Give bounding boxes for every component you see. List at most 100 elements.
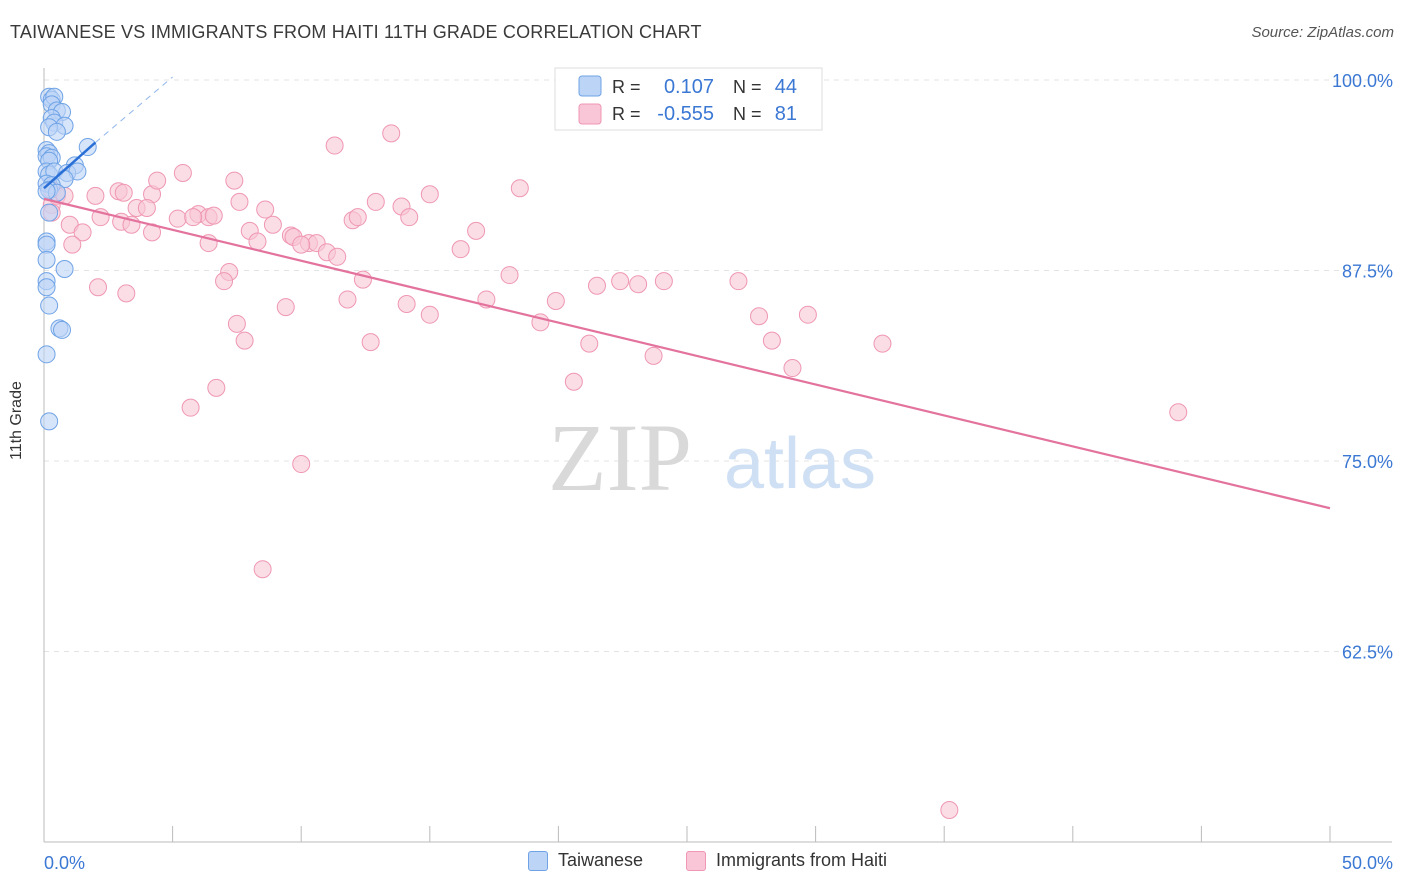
- haiti-point-69: [235, 331, 254, 350]
- y-tick-label-1: 75.0%: [1342, 452, 1393, 472]
- gridlines: [44, 79, 1392, 652]
- haiti-point-55: [397, 295, 416, 314]
- haiti-point-45: [328, 247, 347, 266]
- x-tick-label-min: 0.0%: [44, 853, 85, 873]
- taiwanese-point-33: [55, 259, 74, 278]
- haiti-point-81: [292, 455, 311, 474]
- trend-lines: [43, 76, 1331, 510]
- tick-labels: 62.5% 75.0% 87.5% 100.0% 0.0% 50.0%: [44, 71, 1393, 873]
- legend-n-label-1: N =: [733, 77, 762, 97]
- legend-label-taiwanese: Taiwanese: [558, 850, 644, 870]
- taiwanese-point-32: [37, 250, 56, 269]
- chart-title: TAIWANESE VS IMMIGRANTS FROM HAITI 11TH …: [10, 22, 702, 42]
- legend-label-haiti: Immigrants from Haiti: [716, 850, 888, 870]
- haiti-point-56: [420, 305, 439, 324]
- haiti-point-9: [148, 171, 167, 190]
- haiti-point-22: [168, 209, 187, 228]
- haiti-point-51: [215, 272, 234, 291]
- haiti-point-83: [1169, 403, 1188, 422]
- haiti-point-72: [580, 334, 599, 353]
- haiti-point-67: [117, 284, 136, 303]
- haiti-point-26: [204, 206, 223, 225]
- y-tick-label-0: 62.5%: [1342, 643, 1393, 663]
- legend-taiwanese-n: 44: [775, 76, 797, 98]
- taiwanese-point-40: [40, 412, 59, 431]
- haiti-point-39: [73, 223, 92, 242]
- watermark-zip: ZIP: [548, 404, 692, 511]
- taiwanese-points: [37, 87, 97, 431]
- watermark: ZIP atlas: [548, 404, 876, 511]
- haiti-trend-line: [43, 197, 1331, 510]
- haiti-point-76: [783, 359, 802, 378]
- y-tick-label-3: 100.0%: [1332, 71, 1393, 91]
- haiti-point-73: [644, 346, 663, 365]
- legend-r-label-1: R =: [612, 77, 641, 97]
- haiti-point-37: [400, 208, 419, 227]
- haiti-point-13: [366, 192, 385, 211]
- haiti-point-11: [225, 171, 244, 190]
- haiti-point-10: [173, 163, 192, 182]
- haiti-point-16: [325, 136, 344, 155]
- haiti-point-63: [629, 275, 648, 294]
- haiti-point-62: [611, 272, 630, 291]
- haiti-point-61: [587, 276, 606, 295]
- haiti-point-5: [86, 186, 105, 205]
- haiti-point-84: [940, 800, 959, 819]
- taiwanese-point-36: [40, 296, 59, 315]
- haiti-point-74: [750, 307, 769, 326]
- legend-taiwanese-r: 0.107: [664, 76, 714, 98]
- legend-haiti-r: -0.555: [657, 103, 714, 125]
- haiti-points: [42, 124, 1188, 819]
- haiti-point-79: [181, 398, 200, 417]
- taiwanese-point-39: [37, 345, 56, 364]
- watermark-atlas: atlas: [724, 424, 876, 504]
- haiti-point-68: [227, 314, 246, 333]
- taiwanese-point-38: [53, 320, 72, 339]
- haiti-point-71: [564, 372, 583, 391]
- taiwanese-point-16: [78, 138, 97, 157]
- haiti-point-53: [338, 290, 357, 309]
- haiti-point-60: [546, 291, 565, 310]
- haiti-point-70: [361, 333, 380, 352]
- haiti-point-28: [256, 200, 275, 219]
- haiti-point-29: [263, 215, 282, 234]
- taiwanese-point-35: [37, 278, 56, 297]
- haiti-point-75: [762, 331, 781, 350]
- haiti-point-82: [253, 560, 272, 579]
- taiwanese-point-10: [47, 122, 66, 141]
- haiti-point-52: [276, 298, 295, 317]
- haiti-point-64: [654, 272, 673, 291]
- haiti-point-7: [114, 183, 133, 202]
- x-tick-label-max: 50.0%: [1342, 853, 1393, 873]
- legend-haiti-swatch: [578, 103, 602, 125]
- y-tick-label-2: 87.5%: [1342, 262, 1393, 282]
- haiti-point-47: [467, 221, 486, 240]
- haiti-point-58: [500, 266, 519, 285]
- haiti-point-46: [451, 240, 470, 259]
- haiti-point-14: [510, 179, 529, 198]
- legend-item-haiti[interactable]: Immigrants from Haiti: [686, 850, 887, 871]
- haiti-point-27: [230, 192, 249, 211]
- legend-n-label-2: N =: [733, 104, 762, 124]
- haiti-swatch: [686, 850, 706, 871]
- taiwanese-point-31: [37, 235, 56, 254]
- taiwanese-trend-line: [43, 141, 97, 190]
- legend-item-taiwanese[interactable]: Taiwanese: [528, 850, 643, 871]
- taiwanese-point-29: [40, 203, 59, 222]
- correlation-legend: R = 0.107 N = 44 R = -0.555 N = 81: [554, 67, 823, 131]
- haiti-point-15: [382, 124, 401, 143]
- haiti-point-77: [798, 305, 817, 324]
- haiti-point-78: [873, 334, 892, 353]
- haiti-point-35: [348, 208, 367, 227]
- source-credit: Source: ZipAtlas.com: [1251, 24, 1394, 41]
- haiti-point-12: [420, 185, 439, 204]
- taiwanese-trend-extension: [95, 76, 173, 143]
- axes: [43, 68, 1392, 843]
- legend-taiwanese-swatch: [578, 75, 602, 97]
- haiti-point-25: [184, 208, 203, 227]
- haiti-point-48: [63, 235, 82, 254]
- haiti-point-80: [207, 378, 226, 397]
- haiti-point-42: [248, 232, 267, 251]
- bottom-legend: Taiwanese Immigrants from Haiti: [0, 850, 1406, 880]
